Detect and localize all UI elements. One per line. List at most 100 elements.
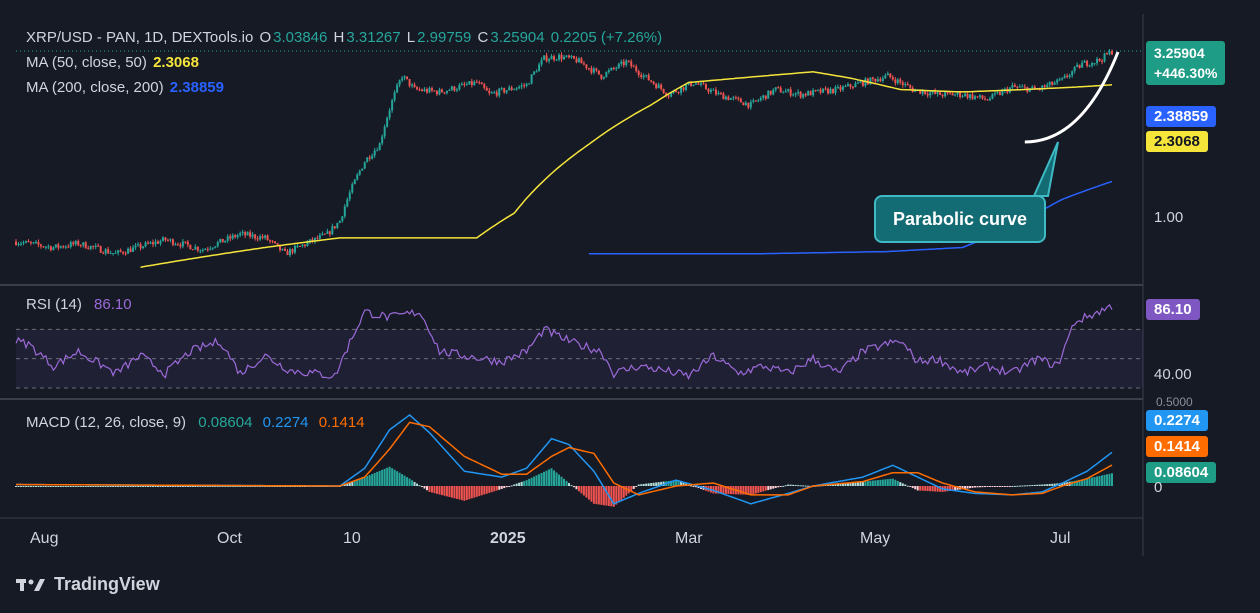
- macd-histogram-bar: [388, 466, 391, 486]
- candle-body: [231, 235, 234, 239]
- macd-histogram-bar: [32, 486, 35, 487]
- macd-histogram-bar: [62, 486, 65, 487]
- candle-body: [734, 97, 737, 99]
- candle-body: [615, 68, 618, 70]
- macd-histogram-bar: [931, 486, 934, 492]
- macd-histogram-bar: [423, 486, 426, 489]
- candle-body: [782, 92, 785, 94]
- candle-body: [239, 233, 242, 236]
- candle-body: [812, 90, 815, 96]
- candle-body: [548, 59, 551, 62]
- candle-body: [503, 88, 506, 93]
- candle-body: [493, 92, 496, 94]
- candle-body: [660, 84, 663, 89]
- candle-body: [361, 168, 364, 171]
- ma200-axis-label: 2.38859: [1146, 106, 1217, 127]
- candle-body: [595, 68, 598, 71]
- ma200-value: 2.38859: [169, 79, 224, 96]
- candle-body: [388, 110, 391, 118]
- candle-body: [401, 78, 404, 81]
- macd-histogram-bar: [964, 486, 967, 489]
- candle-body: [196, 246, 199, 251]
- candle-body: [450, 86, 453, 90]
- macd-histogram-bar: [495, 486, 498, 491]
- ma200-legend[interactable]: MA (200, close, 200) 2.38859: [26, 79, 224, 96]
- macd-histogram-bar: [378, 470, 381, 486]
- candle-body: [398, 80, 401, 85]
- candle-body: [1048, 81, 1051, 85]
- macd-histogram-bar: [475, 486, 478, 497]
- macd-histogram-bar: [974, 486, 976, 488]
- macd-histogram-bar: [490, 486, 493, 493]
- macd-histogram-bar: [493, 486, 496, 492]
- macd-histogram-bar: [934, 486, 937, 492]
- candle-body: [909, 85, 912, 88]
- candle-body: [209, 248, 212, 250]
- macd-histogram-bar: [533, 476, 536, 486]
- candle-body: [1058, 79, 1061, 81]
- macd-histogram-bar: [1098, 475, 1101, 486]
- macd-histogram-bar: [515, 483, 518, 486]
- candle-body: [555, 59, 558, 61]
- brand-name: TradingView: [54, 574, 160, 594]
- candle-body: [797, 91, 800, 94]
- macd-histogram-bar: [470, 486, 473, 499]
- candle-body: [799, 91, 802, 98]
- macd-histogram-bar: [49, 486, 52, 487]
- rsi-legend[interactable]: RSI (14) 86.10: [26, 296, 132, 313]
- macd-histogram-bar: [426, 486, 428, 491]
- candle-body: [438, 89, 441, 95]
- candle-body: [874, 78, 877, 82]
- macd-histogram-bar: [24, 486, 27, 487]
- macd-histogram-bar: [122, 486, 125, 487]
- candle-body: [837, 86, 839, 88]
- macd-histogram-bar: [284, 486, 287, 487]
- macd-histogram-bar: [117, 486, 120, 487]
- macd-histogram-bar: [52, 486, 55, 487]
- candle-body: [602, 77, 605, 79]
- candle-body: [605, 72, 608, 78]
- candle-body: [964, 93, 967, 96]
- ma50-legend[interactable]: MA (50, close, 50) 2.3068: [26, 54, 199, 71]
- macd-histogram-bar: [1063, 482, 1066, 486]
- candle-body: [670, 92, 673, 97]
- candle-body: [353, 179, 356, 185]
- macd-histogram-bar: [874, 480, 877, 486]
- macd-histogram-bar: [84, 486, 87, 487]
- candle-body: [662, 88, 665, 93]
- macd-histogram-bar: [1011, 486, 1014, 487]
- candle-body: [575, 58, 578, 63]
- macd-histogram-bar: [600, 486, 603, 505]
- candle-body: [819, 89, 822, 93]
- candle-body: [515, 88, 518, 90]
- macd-histogram-bar: [77, 486, 80, 487]
- candle-body: [707, 89, 710, 92]
- candle-body: [535, 71, 538, 73]
- candle-body: [104, 249, 107, 254]
- candle-body: [453, 86, 456, 91]
- macd-histogram-bar: [1108, 473, 1111, 486]
- macd-legend[interactable]: MACD (12, 26, close, 9) 0.08604 0.2274 0…: [26, 414, 365, 431]
- candle-body: [871, 77, 874, 79]
- candle-body: [1083, 61, 1086, 63]
- macd-histogram-bar: [443, 486, 446, 496]
- candle-body: [520, 85, 523, 87]
- candle-body: [714, 89, 717, 95]
- macd-histogram-bar: [555, 472, 558, 486]
- candle-body: [318, 235, 321, 239]
- candle-body: [161, 237, 164, 242]
- macd-histogram-bar: [366, 476, 369, 486]
- symbol-title[interactable]: XRP/USD - PAN, 1D, DEXTools.io: [26, 29, 254, 46]
- macd-histogram-bar: [401, 474, 404, 486]
- candle-body: [144, 242, 147, 247]
- price-label: 3.25904 +446.30%: [1146, 41, 1226, 85]
- macd-histogram-bar: [351, 481, 354, 486]
- signal-axis-label: 0.1414: [1146, 436, 1208, 457]
- tradingview-logo[interactable]: TradingView: [16, 574, 160, 595]
- macd-histogram-bar: [480, 486, 483, 496]
- macd-histogram-bar: [266, 486, 269, 487]
- candle-body: [69, 242, 72, 247]
- candle-body: [67, 246, 70, 248]
- macd-histogram-bar: [1048, 483, 1051, 486]
